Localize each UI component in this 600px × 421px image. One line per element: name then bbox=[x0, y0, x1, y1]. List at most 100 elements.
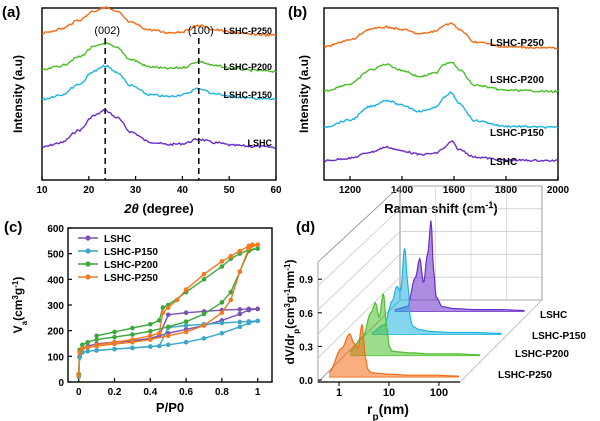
panel-c: (c) 0 0.2 0.4 0.6 0.8 1 0 100 200 300 400 500 600 P/P0… bbox=[4, 219, 273, 415]
data-point bbox=[85, 348, 90, 354]
y-label-sup2: -1 bbox=[283, 288, 292, 296]
grid-line bbox=[317, 231, 401, 311]
data-point bbox=[250, 242, 255, 247]
x-tick-label: 40 bbox=[177, 185, 189, 196]
series-label: LSHC-P250 bbox=[223, 26, 272, 36]
y-tick-label: 400 bbox=[47, 275, 64, 286]
series-line bbox=[328, 324, 459, 377]
x-tick-label: 50 bbox=[224, 185, 236, 196]
series-label: LSHC bbox=[248, 138, 273, 148]
data-point bbox=[183, 339, 189, 345]
data-point bbox=[112, 339, 117, 345]
series-line bbox=[41, 41, 277, 74]
data-point bbox=[94, 333, 99, 339]
legend-marker bbox=[85, 235, 91, 241]
legend-label: LSHC-P250 bbox=[104, 273, 158, 284]
series-label: LSHC-P200 bbox=[490, 75, 544, 86]
series-line-adsorption bbox=[78, 308, 258, 375]
data-point bbox=[76, 373, 82, 378]
data-point bbox=[201, 271, 207, 277]
series-label: LSHC bbox=[540, 310, 567, 321]
data-point bbox=[94, 342, 99, 348]
series-line bbox=[42, 5, 277, 38]
grid-line bbox=[317, 276, 401, 359]
data-point bbox=[237, 248, 243, 254]
data-point bbox=[228, 253, 234, 259]
data-point bbox=[130, 332, 135, 337]
legend-marker bbox=[85, 248, 91, 254]
grid-line bbox=[317, 208, 401, 287]
data-point bbox=[201, 323, 207, 328]
series-line bbox=[371, 248, 502, 335]
panel-d: (d)0.00.30.60.91 10 100rp(nm)dV/drp(cm3g-1… bbox=[283, 185, 586, 421]
series-label: LSHC bbox=[490, 157, 517, 168]
y-label-unit: (cm bbox=[11, 300, 25, 321]
y-axis-label: Intensity (a.u) bbox=[297, 55, 311, 133]
series-line bbox=[323, 91, 559, 130]
peak-label: (100) bbox=[188, 25, 214, 37]
series-line-adsorption bbox=[78, 244, 258, 376]
data-point bbox=[165, 324, 171, 330]
x-axis-label: P/P0 bbox=[156, 400, 184, 415]
legend-marker bbox=[85, 274, 91, 280]
x-tick-label: 0.4 bbox=[143, 387, 157, 398]
data-point bbox=[246, 243, 252, 249]
data-point bbox=[130, 345, 135, 351]
y-label-end: ) bbox=[11, 277, 25, 281]
data-point bbox=[237, 311, 243, 317]
series-area bbox=[350, 293, 481, 356]
data-point bbox=[237, 269, 243, 274]
data-point bbox=[255, 246, 260, 251]
x-tick-label: 10 bbox=[383, 387, 395, 399]
x-tick-label: 30 bbox=[130, 185, 142, 196]
data-point bbox=[77, 350, 82, 355]
z-tick-label: 0.9 bbox=[299, 275, 313, 286]
series-label: LSHC-P250 bbox=[498, 370, 552, 381]
data-point bbox=[156, 343, 162, 349]
x-axis-label-sup: -1 bbox=[485, 200, 493, 210]
peak-label: (002) bbox=[94, 25, 120, 37]
series-line bbox=[350, 293, 481, 356]
panel-a: (a) 10 20 30 40 50 60 2θ (degree) Intensity (a.u… bbox=[2, 4, 282, 216]
plot-frame bbox=[41, 7, 277, 181]
x-axis-label-unit: (degree) bbox=[139, 201, 194, 216]
x-label-main: r bbox=[367, 401, 373, 417]
x-tick-label: 0.6 bbox=[179, 387, 193, 398]
data-point bbox=[219, 264, 225, 269]
y-tick-label: 300 bbox=[47, 301, 64, 312]
data-point bbox=[165, 333, 171, 339]
data-point bbox=[165, 305, 171, 310]
data-point bbox=[156, 330, 162, 336]
plot-frame bbox=[323, 7, 559, 181]
x-tick-label: 1 bbox=[336, 387, 342, 399]
y-axis-label: dV/drp(cm3g-1nm-1) bbox=[283, 260, 301, 365]
data-point bbox=[94, 337, 99, 342]
data-point bbox=[201, 336, 207, 341]
series-line bbox=[323, 140, 559, 163]
data-point bbox=[148, 344, 153, 349]
data-point bbox=[165, 342, 171, 348]
legend-label: LSHC-P200 bbox=[104, 260, 158, 271]
series-line-adsorption bbox=[78, 247, 258, 375]
data-point bbox=[219, 300, 225, 305]
x-axis-label: rp(nm) bbox=[367, 401, 409, 421]
data-point bbox=[80, 346, 85, 351]
y-label-sup3: -1 bbox=[283, 263, 292, 271]
data-point bbox=[148, 328, 153, 334]
data-point bbox=[85, 339, 90, 345]
series-label: LSHC-P250 bbox=[490, 38, 544, 49]
data-point bbox=[219, 330, 225, 336]
data-point bbox=[246, 306, 252, 312]
y-label-sup2: -1 bbox=[11, 280, 20, 288]
y-tick-label: 500 bbox=[47, 250, 64, 261]
data-point bbox=[219, 320, 225, 326]
data-point bbox=[183, 310, 189, 316]
data-point bbox=[183, 329, 189, 335]
x-tick-label: 1 bbox=[255, 387, 261, 398]
y-label-mid: g bbox=[283, 296, 297, 303]
series-line bbox=[41, 108, 277, 150]
data-point bbox=[148, 333, 153, 339]
x-label-sub: p bbox=[373, 412, 379, 421]
